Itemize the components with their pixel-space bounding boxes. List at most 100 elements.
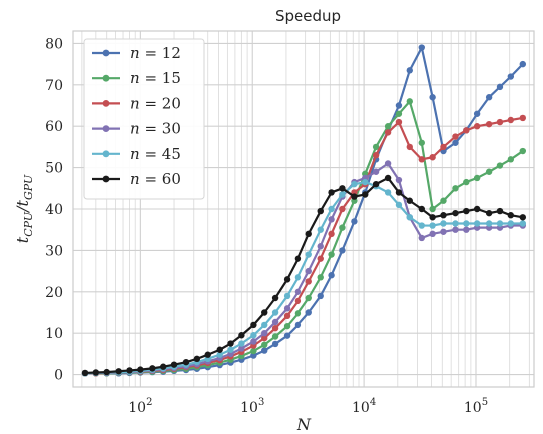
data-point (485, 120, 493, 128)
data-point (328, 189, 335, 196)
data-point (519, 214, 527, 221)
data-point (395, 189, 403, 196)
data-point (283, 322, 291, 330)
data-point (406, 197, 413, 204)
data-point (305, 309, 312, 316)
x-axis-label: N (296, 415, 312, 434)
y-tick-label: 0 (54, 368, 63, 384)
data-point (283, 312, 291, 319)
data-point (507, 156, 515, 163)
legend-marker (102, 74, 110, 82)
data-point (216, 346, 223, 353)
data-point (429, 214, 436, 221)
x-tick-label: 105 (464, 397, 488, 416)
data-point (485, 220, 493, 227)
legend-label: n = 20 (130, 94, 181, 112)
data-point (250, 338, 257, 345)
data-point (294, 310, 302, 317)
data-point (271, 340, 279, 348)
data-point (362, 178, 369, 186)
data-point (429, 94, 436, 101)
data-point (384, 189, 392, 196)
data-point (395, 118, 403, 126)
legend-label: n = 30 (130, 120, 181, 138)
data-point (418, 205, 425, 213)
data-point (283, 292, 291, 300)
data-point (317, 274, 324, 281)
data-point (372, 168, 380, 175)
data-point (305, 230, 312, 238)
data-point (406, 143, 413, 151)
data-point (452, 139, 459, 146)
data-point (305, 267, 312, 275)
data-point (339, 247, 346, 254)
data-point (440, 197, 447, 204)
data-point (452, 209, 459, 217)
data-point (238, 340, 245, 347)
data-point (473, 220, 481, 227)
data-point (395, 176, 403, 184)
data-point (429, 154, 436, 161)
y-axis-label: tCPU/tGPU (13, 174, 35, 243)
data-point (216, 351, 223, 358)
data-point (261, 321, 268, 329)
data-point (170, 361, 178, 368)
data-point (137, 366, 144, 373)
chart-title: Speedup (275, 7, 341, 25)
data-point (339, 191, 346, 198)
legend-label: n = 15 (130, 69, 181, 87)
data-point (328, 216, 335, 223)
data-point (294, 288, 302, 295)
data-point (496, 118, 504, 126)
data-point (395, 110, 403, 117)
data-point (261, 309, 268, 316)
data-point (496, 83, 504, 91)
data-point (418, 139, 425, 146)
data-point (496, 220, 504, 227)
y-tick-label: 30 (45, 243, 63, 259)
data-point (463, 220, 470, 227)
data-series (81, 44, 527, 377)
data-point (372, 143, 380, 151)
data-point (305, 294, 312, 302)
data-point (519, 147, 527, 155)
data-point (440, 220, 447, 227)
data-point (250, 352, 257, 359)
data-point (507, 73, 515, 80)
data-point (384, 174, 392, 182)
data-point (261, 334, 268, 342)
data-point (159, 363, 167, 370)
data-point (317, 226, 324, 233)
data-point (339, 185, 346, 192)
legend-marker (102, 125, 110, 132)
data-point (473, 205, 481, 213)
data-point (261, 329, 268, 337)
data-point (351, 180, 358, 188)
data-point (351, 193, 358, 200)
data-point (440, 228, 447, 235)
data-point (473, 174, 481, 182)
data-point (519, 220, 527, 227)
data-point (204, 351, 211, 358)
data-point (452, 220, 459, 227)
data-point (473, 110, 481, 117)
x-tick-label: 102 (128, 397, 152, 416)
data-point (429, 205, 436, 213)
data-point (418, 156, 425, 163)
data-point (283, 305, 291, 312)
data-point (328, 205, 335, 213)
data-point (395, 201, 403, 209)
data-point (384, 129, 392, 136)
data-point (463, 226, 470, 233)
data-point (452, 185, 459, 192)
data-point (250, 347, 257, 355)
data-point (463, 207, 470, 215)
data-point (339, 205, 346, 213)
data-point (384, 160, 392, 167)
plot-frame (72, 30, 535, 388)
data-point (384, 123, 392, 130)
data-point (227, 340, 234, 347)
data-point (149, 365, 156, 372)
data-point (485, 168, 493, 175)
